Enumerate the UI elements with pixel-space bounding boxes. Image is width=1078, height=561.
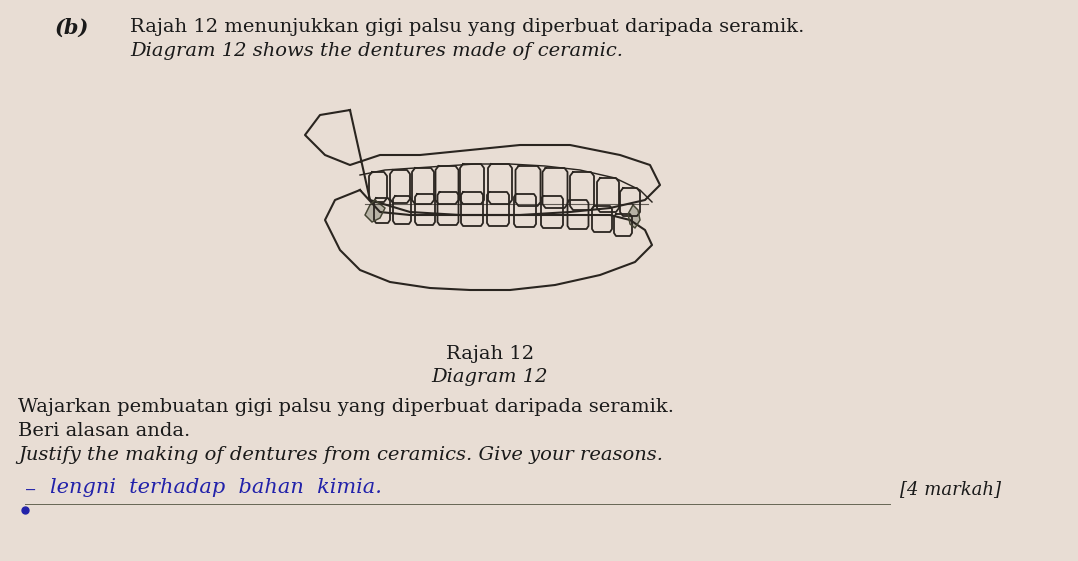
Text: [4 markah]: [4 markah] (900, 480, 1001, 498)
Text: Rajah 12 menunjukkan gigi palsu yang diperbuat daripada seramik.: Rajah 12 menunjukkan gigi palsu yang dip… (130, 18, 804, 36)
Polygon shape (365, 200, 385, 222)
Text: lengni  terhadap  bahan  kimia.: lengni terhadap bahan kimia. (50, 478, 382, 497)
Polygon shape (628, 205, 640, 228)
Text: Diagram 12 shows the dentures made of ceramic.: Diagram 12 shows the dentures made of ce… (130, 42, 623, 60)
Text: Wajarkan pembuatan gigi palsu yang diperbuat daripada seramik.: Wajarkan pembuatan gigi palsu yang diper… (18, 398, 674, 416)
Text: Diagram 12: Diagram 12 (432, 368, 549, 386)
Text: Rajah 12: Rajah 12 (446, 345, 534, 363)
Text: Justify the making of dentures from ceramics. Give your reasons.: Justify the making of dentures from cera… (18, 446, 663, 464)
Text: Beri alasan anda.: Beri alasan anda. (18, 422, 190, 440)
Text: (b): (b) (55, 18, 89, 38)
Text: –: – (25, 480, 37, 502)
